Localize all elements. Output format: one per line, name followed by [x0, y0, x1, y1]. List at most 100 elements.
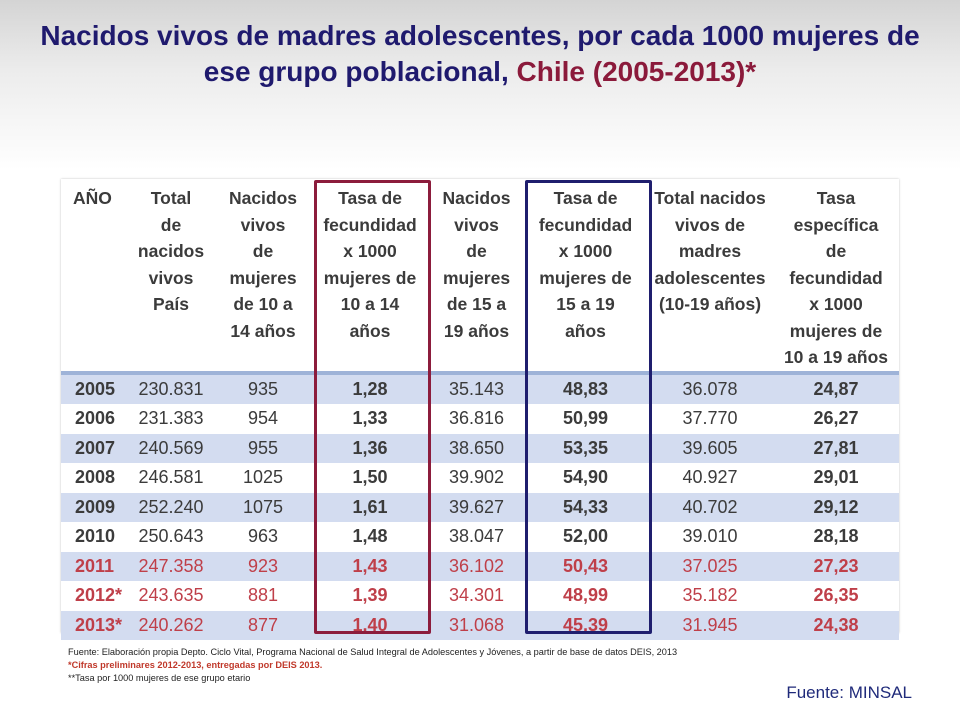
cell-rate-10-14: 1,48: [311, 521, 429, 552]
cell-births-15-19: 36.102: [429, 551, 524, 581]
cell-total-births: 250.643: [127, 521, 215, 552]
cell-births-10-14: 1025: [215, 462, 311, 493]
cell-rate-10-19: 26,27: [773, 403, 899, 434]
source-credit: Fuente: MINSAL: [786, 683, 912, 702]
cell-rate-15-19: 52,00: [524, 521, 647, 552]
cell-rate-10-14: 1,36: [311, 433, 429, 463]
cell-births-10-14: 963: [215, 521, 311, 552]
footnote-preliminary: *Cifras preliminares 2012-2013, entregad…: [68, 660, 323, 670]
header-rate-10-19: Tasa específica de fecundidad x 1000 muj…: [773, 179, 899, 375]
cell-rate-10-19: 26,35: [773, 580, 899, 611]
cell-total-births: 230.831: [127, 372, 215, 404]
table-row: 2008 246.581 1025 1,50 39.902 54,90 40.927 29,0…: [61, 462, 899, 493]
highlight-box-15-19-rate: [525, 180, 652, 634]
title-accent: Chile (2005-2013)*: [516, 56, 757, 87]
header-rate-10-14: Tasa de fecundidad x 1000 mujeres de 10 …: [311, 179, 429, 375]
footnote-rate: **Tasa por 1000 mujeres de ese grupo eta…: [68, 673, 251, 683]
cell-rate-15-19: 54,90: [524, 462, 647, 493]
cell-rate-15-19: 48,83: [524, 372, 647, 404]
cell-total-births: 231.383: [127, 403, 215, 434]
table-row: 2006 231.383 954 1,33 36.816 50,99 37.770 26,27: [61, 403, 899, 434]
cell-total-births: 243.635: [127, 580, 215, 611]
data-table-container: AÑO Total de nacidos vivos País Nacidos …: [61, 179, 899, 640]
cell-births-10-14: 923: [215, 551, 311, 581]
cell-year: 2010: [61, 521, 127, 552]
cell-rate-10-14: 1,33: [311, 403, 429, 434]
cell-births-15-19: 38.650: [429, 433, 524, 463]
cell-total-births: 240.569: [127, 433, 215, 463]
cell-births-10-14: 954: [215, 403, 311, 434]
header-total-births: Total de nacidos vivos País: [127, 179, 215, 375]
table-row: 2007 240.569 955 1,36 38.650 53,35 39.605 27,81: [61, 433, 899, 463]
table-row: 2009 252.240 1075 1,61 39.627 54,33 40.702 29,1…: [61, 492, 899, 522]
slide-title: Nacidos vivos de madres adolescentes, po…: [20, 18, 940, 90]
cell-births-15-19: 35.143: [429, 372, 524, 404]
cell-rate-10-19: 29,01: [773, 462, 899, 493]
cell-rate-10-14: 1,61: [311, 492, 429, 522]
cell-year: 2011: [61, 551, 127, 581]
cell-rate-10-19: 28,18: [773, 521, 899, 552]
cell-rate-15-19: 45,39: [524, 610, 647, 640]
table-body: 2005 230.831 935 1,28 35.143 48,83 36.078 24,87…: [61, 372, 899, 640]
cell-total-adolescent-births: 36.078: [647, 372, 773, 404]
cell-rate-15-19: 50,43: [524, 551, 647, 581]
cell-year: 2005: [61, 372, 127, 404]
cell-total-adolescent-births: 37.770: [647, 403, 773, 434]
cell-births-10-14: 1075: [215, 492, 311, 522]
cell-total-adolescent-births: 31.945: [647, 610, 773, 640]
cell-year: 2008: [61, 462, 127, 493]
cell-year: 2006: [61, 403, 127, 434]
table-row: 2005 230.831 935 1,28 35.143 48,83 36.078 24,87: [61, 372, 899, 404]
header-year: AÑO: [61, 179, 127, 375]
footnote-source: Fuente: Elaboración propia Depto. Ciclo …: [68, 647, 678, 657]
cell-rate-10-14: 1,43: [311, 551, 429, 581]
cell-births-10-14: 955: [215, 433, 311, 463]
table-header-row: AÑO Total de nacidos vivos País Nacidos …: [61, 179, 899, 375]
cell-rate-10-14: 1,28: [311, 372, 429, 404]
cell-births-15-19: 39.627: [429, 492, 524, 522]
cell-total-births: 247.358: [127, 551, 215, 581]
cell-births-15-19: 38.047: [429, 521, 524, 552]
cell-rate-15-19: 54,33: [524, 492, 647, 522]
cell-total-adolescent-births: 37.025: [647, 551, 773, 581]
cell-year: 2007: [61, 433, 127, 463]
cell-year: 2009: [61, 492, 127, 522]
table-row: 2012* 243.635 881 1,39 34.301 48,99 35.182 26,3…: [61, 580, 899, 611]
highlight-box-10-14-rate: [314, 180, 431, 634]
cell-total-adolescent-births: 40.927: [647, 462, 773, 493]
header-births-10-14: Nacidos vivos de mujeres de 10 a 14 años: [215, 179, 311, 375]
cell-rate-10-14: 1,50: [311, 462, 429, 493]
cell-total-births: 246.581: [127, 462, 215, 493]
cell-rate-10-19: 27,23: [773, 551, 899, 581]
cell-rate-10-14: 1,40: [311, 610, 429, 640]
cell-rate-15-19: 48,99: [524, 580, 647, 611]
cell-rate-10-19: 29,12: [773, 492, 899, 522]
cell-total-births: 252.240: [127, 492, 215, 522]
cell-births-15-19: 36.816: [429, 403, 524, 434]
cell-births-15-19: 34.301: [429, 580, 524, 611]
cell-total-adolescent-births: 39.010: [647, 521, 773, 552]
cell-rate-10-19: 24,87: [773, 372, 899, 404]
footnotes: Fuente: Elaboración propia Depto. Ciclo …: [68, 646, 888, 685]
cell-year: 2013*: [61, 610, 127, 640]
title-main: Nacidos vivos de madres adolescentes, po…: [40, 20, 920, 87]
birth-rate-table: AÑO Total de nacidos vivos País Nacidos …: [61, 179, 899, 640]
header-births-15-19: Nacidos vivos de mujeres de 15 a 19 años: [429, 179, 524, 375]
header-rate-15-19: Tasa de fecundidad x 1000 mujeres de 15 …: [524, 179, 647, 375]
table-row: 2010 250.643 963 1,48 38.047 52,00 39.010 28,18: [61, 521, 899, 552]
cell-year: 2012*: [61, 580, 127, 611]
cell-births-15-19: 39.902: [429, 462, 524, 493]
cell-rate-15-19: 50,99: [524, 403, 647, 434]
cell-rate-15-19: 53,35: [524, 433, 647, 463]
table-row: 2011 247.358 923 1,43 36.102 50,43 37.025 27,23: [61, 551, 899, 581]
cell-total-adolescent-births: 40.702: [647, 492, 773, 522]
cell-births-10-14: 881: [215, 580, 311, 611]
header-total-adolescent-births: Total nacidos vivos de madres adolescent…: [647, 179, 773, 375]
cell-births-15-19: 31.068: [429, 610, 524, 640]
cell-births-10-14: 877: [215, 610, 311, 640]
cell-rate-10-14: 1,39: [311, 580, 429, 611]
cell-rate-10-19: 24,38: [773, 610, 899, 640]
cell-rate-10-19: 27,81: [773, 433, 899, 463]
cell-total-births: 240.262: [127, 610, 215, 640]
table-row: 2013* 240.262 877 1,40 31.068 45,39 31.945 24,3…: [61, 610, 899, 640]
